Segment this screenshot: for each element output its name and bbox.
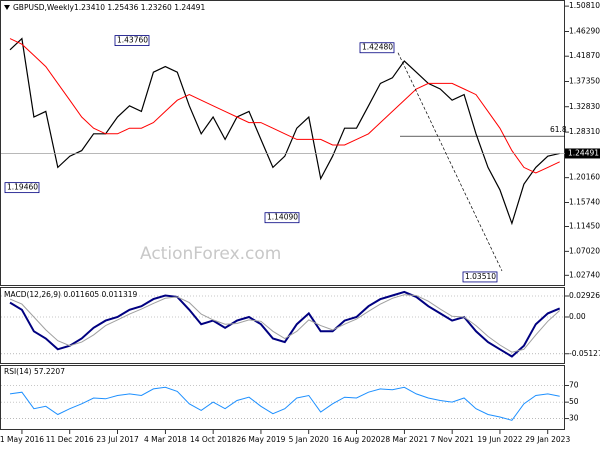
price-annotation-box bbox=[264, 212, 300, 224]
y-tick-label: 1.50810 bbox=[569, 1, 600, 10]
price-annotation-box bbox=[114, 35, 150, 46]
y-tick-label: 1.32830 bbox=[569, 102, 600, 111]
last-price-label: 1.24491 bbox=[568, 148, 599, 157]
series-line bbox=[9, 37, 560, 226]
last-price-box bbox=[565, 148, 600, 159]
series-line bbox=[9, 290, 561, 358]
rsi-title: RSI(14) 57.2207 bbox=[4, 367, 65, 376]
macd-panel bbox=[0, 287, 565, 364]
menu-arrow[interactable] bbox=[4, 5, 10, 10]
chart-title: GBPUSD,Weekly bbox=[13, 3, 75, 12]
price-annotation: 1.03510 bbox=[465, 272, 496, 281]
fib-label: 61.8 bbox=[550, 125, 567, 134]
y-tick-label: 1.02740 bbox=[569, 270, 600, 279]
price-annotation: 1.43760 bbox=[117, 36, 148, 45]
x-tick-label: 5 Jan 2020 bbox=[289, 435, 329, 444]
series-line bbox=[9, 38, 560, 174]
x-tick-label: 14 Oct 2018 bbox=[190, 435, 237, 444]
x-tick-label: 11 Dec 2016 bbox=[46, 435, 94, 444]
ohlc-values: 1.23410 1.25436 1.23260 1.24491 bbox=[74, 3, 205, 12]
y-tick-label: 1.46290 bbox=[569, 26, 600, 35]
price-annotation: 1.42480 bbox=[362, 43, 393, 52]
trend-line bbox=[397, 52, 503, 272]
y-tick-label: 70 bbox=[569, 381, 579, 390]
price-annotation-box bbox=[4, 182, 40, 194]
y-tick-label: 0.029261 bbox=[569, 291, 600, 300]
y-tick-label: 1.15740 bbox=[569, 197, 600, 206]
y-tick-label: 1.07020 bbox=[569, 246, 600, 255]
y-tick-label: 30 bbox=[569, 414, 579, 423]
price-annotation-box bbox=[462, 271, 498, 283]
x-tick-label: 26 May 2019 bbox=[236, 435, 285, 444]
y-tick-label: 1.11450 bbox=[569, 221, 600, 230]
y-tick-label: 1.37350 bbox=[569, 76, 600, 85]
x-tick-label: 23 Jul 2017 bbox=[96, 435, 139, 444]
x-tick-label: 28 Mar 2021 bbox=[381, 435, 429, 444]
x-tick-label: 29 Jan 2023 bbox=[525, 435, 570, 444]
x-tick-label: 4 Mar 2018 bbox=[144, 435, 187, 444]
y-tick-label: 1.20160 bbox=[569, 173, 600, 182]
x-tick-label: 7 Nov 2021 bbox=[431, 435, 474, 444]
y-tick-label: 0.00 bbox=[569, 312, 586, 321]
series-line bbox=[9, 294, 561, 353]
watermark: ActionForex.com bbox=[140, 244, 281, 264]
price-annotation: 1.19460 bbox=[7, 183, 38, 192]
x-tick-label: 1 May 2016 bbox=[0, 435, 44, 444]
macd-title: MACD(12,26,9) 0.011605 0.011319 bbox=[4, 290, 138, 299]
price-annotation: 1.14090 bbox=[267, 213, 298, 222]
rsi-panel bbox=[0, 365, 565, 430]
series-line bbox=[9, 386, 560, 421]
y-tick-label: 1.28310 bbox=[569, 127, 600, 136]
y-tick-label: 50 bbox=[569, 397, 579, 406]
price-annotation-box bbox=[359, 42, 395, 54]
y-tick-label: 1.41870 bbox=[569, 51, 600, 60]
x-tick-label: 19 Jun 2022 bbox=[477, 435, 522, 444]
price-panel bbox=[0, 0, 565, 286]
y-tick-label: -0.051279 bbox=[569, 349, 600, 358]
x-tick-label: 16 Aug 2020 bbox=[333, 435, 381, 444]
